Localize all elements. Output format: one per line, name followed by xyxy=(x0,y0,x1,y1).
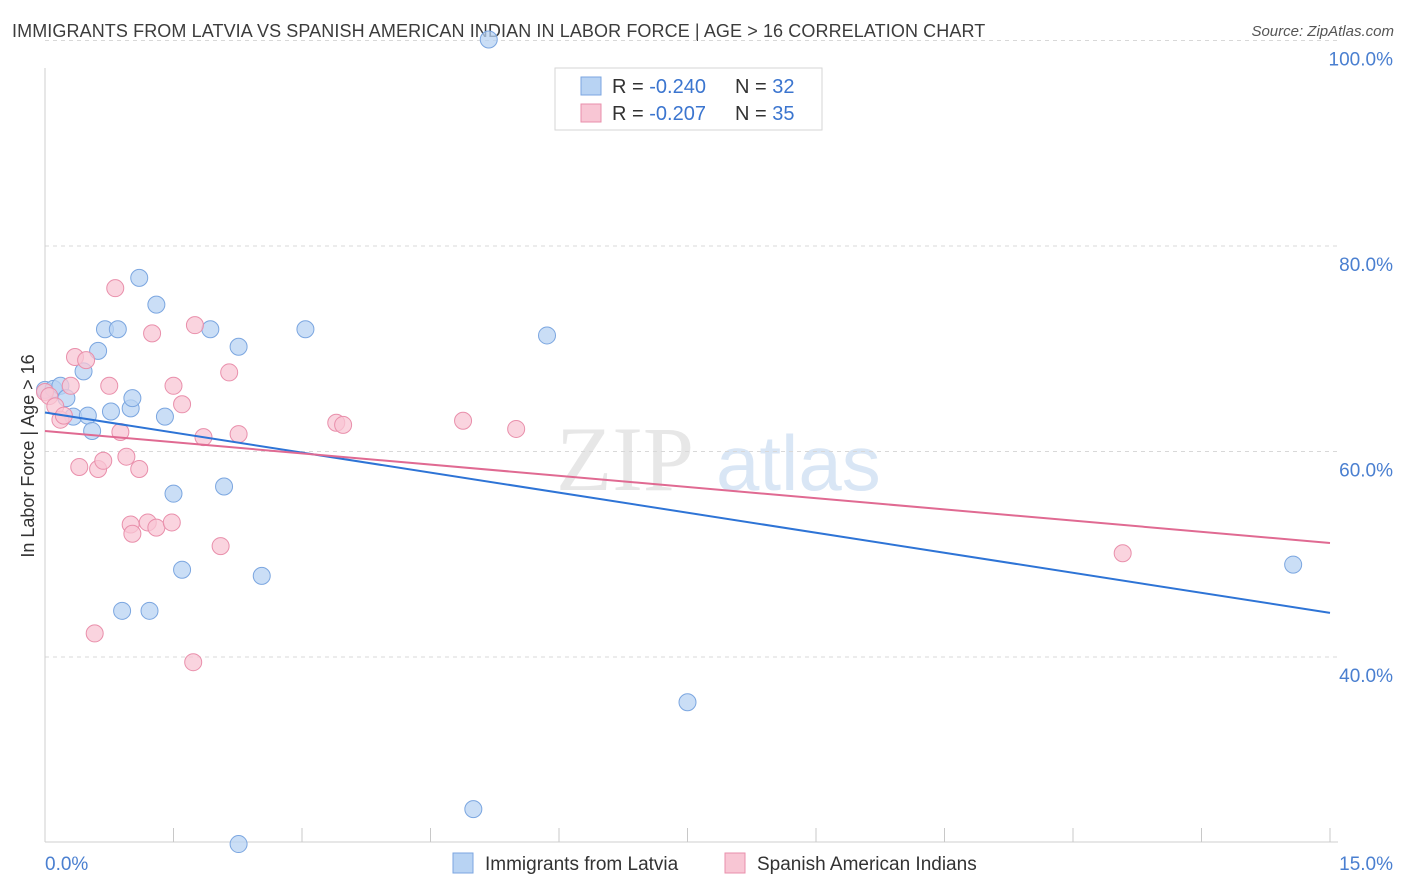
y-axis-title: In Labor Force | Age > 16 xyxy=(18,354,38,557)
point-latvia-10 xyxy=(101,402,120,421)
point-latvia-8 xyxy=(89,341,108,360)
stats-n-label-spanish: N = xyxy=(735,103,772,125)
stats-r-value-spanish: -0.207 xyxy=(649,103,706,125)
y-tick-label-60: 60.0% xyxy=(1339,461,1393,482)
point-latvia-19 xyxy=(164,484,183,503)
point-spanish-25 xyxy=(184,653,203,672)
stats-r-label-latvia: R = xyxy=(612,76,649,98)
point-latvia-12 xyxy=(113,601,132,620)
watermark-zip: ZIP xyxy=(556,408,694,510)
stats-legend-swatch-spanish xyxy=(580,103,602,123)
stats-legend-swatch-latvia xyxy=(580,76,602,96)
svg-text:N = 32: N = 32 xyxy=(735,76,795,98)
point-spanish-5 xyxy=(61,376,80,395)
point-spanish-15 xyxy=(117,447,136,466)
y-tick-labels: 40.0% 60.0% 80.0% 100.0% xyxy=(1329,50,1394,687)
point-latvia-7 xyxy=(83,422,102,440)
source-label: Source: ZipAtlas.com xyxy=(1251,23,1394,40)
stats-n-value-spanish: 35 xyxy=(772,103,794,125)
point-latvia-30 xyxy=(678,693,697,712)
point-latvia-14 xyxy=(123,389,142,408)
point-latvia-18 xyxy=(155,407,174,426)
point-spanish-33 xyxy=(454,411,473,430)
svg-text:R = -0.207: R = -0.207 xyxy=(612,103,706,125)
legend-label-spanish: Spanish American Indians xyxy=(757,854,977,875)
point-spanish-35 xyxy=(1113,544,1132,563)
point-latvia-22 xyxy=(215,477,234,496)
point-latvia-17 xyxy=(147,295,166,314)
x-tick-label-max: 15.0% xyxy=(1339,854,1393,875)
watermark: ZIP atlas xyxy=(556,408,881,510)
point-latvia-28 xyxy=(479,30,498,49)
point-spanish-7 xyxy=(70,457,89,476)
series-legend: Immigrants from Latvia Spanish American … xyxy=(452,852,977,875)
point-spanish-29 xyxy=(220,363,239,382)
point-spanish-18 xyxy=(130,460,149,479)
legend-swatch-latvia xyxy=(452,852,474,874)
point-spanish-11 xyxy=(94,451,113,470)
stats-legend: R = -0.240 N = 32 R = -0.207 N = 35 xyxy=(554,67,823,131)
point-latvia-15 xyxy=(130,268,149,287)
point-spanish-26 xyxy=(185,316,204,335)
point-latvia-6 xyxy=(78,406,97,425)
chart-title: IMMIGRANTS FROM LATVIA VS SPANISH AMERIC… xyxy=(12,21,986,41)
point-spanish-13 xyxy=(106,279,125,298)
y-tick-label-100: 100.0% xyxy=(1329,50,1394,71)
point-spanish-17 xyxy=(123,524,142,543)
point-spanish-34 xyxy=(507,419,526,438)
point-spanish-24 xyxy=(173,395,192,414)
x-tick-label-min: 0.0% xyxy=(45,854,88,875)
point-spanish-23 xyxy=(164,376,183,395)
point-latvia-23 xyxy=(229,337,248,356)
legend-label-latvia: Immigrants from Latvia xyxy=(485,854,679,875)
point-latvia-27 xyxy=(464,800,483,819)
y-tick-label-40: 40.0% xyxy=(1339,666,1393,687)
point-spanish-9 xyxy=(85,624,104,643)
trend-lines xyxy=(44,411,1331,614)
point-spanish-8 xyxy=(77,351,96,370)
x-ticks xyxy=(173,828,1331,842)
y-tick-label-80: 80.0% xyxy=(1339,255,1393,276)
stats-n-label-latvia: N = xyxy=(735,76,772,98)
point-latvia-24 xyxy=(229,835,248,854)
point-latvia-11 xyxy=(108,320,127,339)
watermark-atlas: atlas xyxy=(716,419,881,507)
stats-r-value-latvia: -0.240 xyxy=(649,76,706,98)
legend-swatch-spanish xyxy=(724,852,746,874)
stats-n-value-latvia: 32 xyxy=(772,76,794,98)
point-latvia-21 xyxy=(201,320,220,339)
point-latvia-20 xyxy=(173,560,192,579)
trend-line-spanish xyxy=(44,430,1331,544)
point-spanish-12 xyxy=(100,376,119,395)
stats-r-label-spanish: R = xyxy=(612,103,649,125)
point-latvia-25 xyxy=(252,566,271,585)
point-spanish-30 xyxy=(229,425,248,444)
point-spanish-20 xyxy=(143,324,162,343)
point-spanish-28 xyxy=(211,537,230,556)
point-spanish-32 xyxy=(334,415,353,434)
svg-text:N = 35: N = 35 xyxy=(735,103,795,125)
point-latvia-31 xyxy=(1284,555,1303,574)
point-spanish-21 xyxy=(147,518,166,537)
trend-line-latvia xyxy=(44,411,1331,614)
point-latvia-26 xyxy=(296,320,315,339)
point-latvia-29 xyxy=(538,326,557,345)
svg-text:R = -0.240: R = -0.240 xyxy=(612,76,706,98)
point-spanish-22 xyxy=(162,513,181,532)
point-latvia-16 xyxy=(140,601,159,620)
